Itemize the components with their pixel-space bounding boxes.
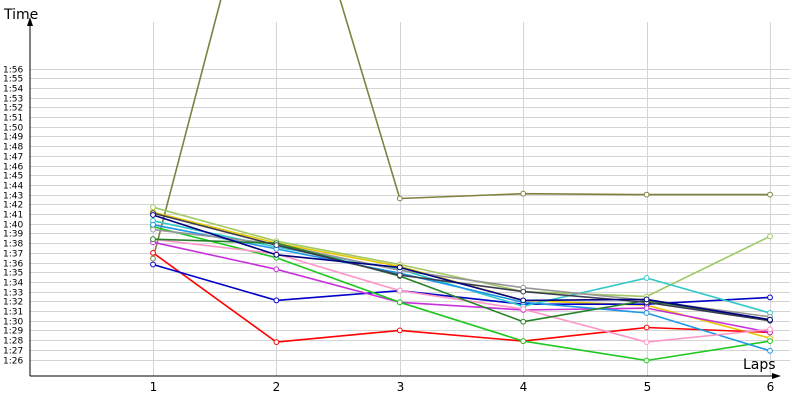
series-line [152, 223, 771, 352]
data-point [643, 296, 650, 303]
tick-labels: 1:261:271:281:291:301:311:321:331:341:35… [3, 66, 774, 395]
data-point [150, 236, 156, 243]
y-tick-label: 1:36 [3, 260, 23, 270]
data-point [273, 266, 280, 273]
series-line [152, 238, 771, 323]
series [150, 0, 773, 262]
y-tick-label: 1:28 [3, 337, 23, 347]
x-axis-arrow [772, 373, 781, 379]
series [150, 212, 773, 323]
y-tick-label: 1:40 [3, 221, 23, 231]
y-tick-label: 1:54 [3, 85, 23, 95]
series-line [152, 252, 771, 343]
data-point [643, 339, 650, 346]
data-point [767, 326, 773, 333]
y-axis-title: Time [3, 7, 38, 23]
y-tick-label: 1:52 [3, 104, 23, 114]
data-point [273, 251, 280, 258]
series-line [152, 241, 771, 334]
x-tick-label: 1 [150, 380, 158, 394]
x-axis-title: Laps [743, 357, 776, 373]
series-line [152, 0, 770, 259]
y-tick-label: 1:50 [3, 124, 23, 134]
data-point [767, 338, 773, 345]
y-tick-label: 1:45 [3, 172, 23, 182]
data-point [643, 191, 650, 198]
data-point [396, 195, 403, 202]
y-tick-label: 1:32 [3, 298, 23, 308]
y-axis-arrow [27, 17, 33, 26]
data-point [150, 249, 156, 256]
data-point [767, 191, 773, 198]
y-tick-label: 1:47 [3, 153, 23, 163]
data-point [520, 306, 527, 313]
y-tick-label: 1:42 [3, 201, 23, 211]
data-point [767, 233, 773, 240]
series-lines [150, 0, 773, 364]
x-tick-label: 6 [767, 380, 775, 394]
y-tick-label: 1:27 [3, 347, 23, 357]
y-tick-label: 1:35 [3, 269, 23, 279]
y-tick-label: 1:53 [3, 95, 23, 105]
data-point [396, 327, 403, 334]
data-point [396, 299, 403, 306]
data-point [643, 305, 650, 312]
data-point [767, 294, 773, 301]
y-tick-label: 1:26 [3, 357, 23, 367]
x-tick-label: 5 [644, 380, 652, 394]
data-point [273, 242, 280, 249]
y-tick-label: 1:55 [3, 75, 23, 85]
data-point [643, 310, 650, 316]
y-tick-label: 1:29 [3, 327, 23, 337]
data-point [150, 204, 156, 211]
y-tick-label: 1:30 [3, 318, 23, 328]
y-tick-label: 1:43 [3, 192, 23, 202]
y-tick-label: 1:41 [3, 211, 23, 221]
data-point [150, 261, 156, 268]
data-point [520, 338, 527, 345]
x-tick-label: 3 [397, 380, 405, 394]
data-point [520, 297, 527, 304]
data-point [643, 275, 650, 281]
x-tick-label: 4 [520, 380, 528, 394]
data-point [643, 357, 650, 364]
data-point [520, 190, 527, 197]
series-line [152, 214, 771, 321]
data-point [396, 287, 403, 294]
y-tick-label: 1:33 [3, 289, 23, 299]
y-tick-label: 1:39 [3, 230, 23, 240]
data-point [273, 339, 280, 346]
data-point [150, 226, 156, 233]
y-tick-label: 1:31 [3, 308, 23, 318]
y-tick-label: 1:38 [3, 240, 23, 250]
series-line [152, 238, 771, 343]
data-point [767, 316, 773, 323]
data-point [396, 264, 403, 271]
gridlines [30, 22, 790, 376]
axes: Time Laps [3, 7, 781, 379]
data-point [520, 288, 527, 295]
y-tick-label: 1:34 [3, 279, 23, 289]
data-point [150, 255, 156, 262]
series-line [152, 206, 771, 298]
data-point [150, 212, 156, 218]
y-tick-label: 1:51 [3, 114, 23, 124]
data-point [520, 318, 527, 325]
data-point [396, 272, 403, 279]
y-tick-label: 1:48 [3, 143, 23, 153]
data-point [150, 221, 156, 228]
data-point [643, 324, 650, 331]
y-tick-label: 1:56 [3, 66, 23, 76]
data-point [767, 347, 773, 354]
data-point [273, 297, 280, 304]
y-tick-label: 1:49 [3, 133, 23, 143]
x-tick-label: 2 [273, 380, 281, 394]
y-tick-label: 1:46 [3, 163, 23, 173]
y-tick-label: 1:37 [3, 250, 23, 260]
series-line [152, 225, 771, 362]
series [150, 204, 773, 300]
y-tick-label: 1:44 [3, 182, 23, 192]
